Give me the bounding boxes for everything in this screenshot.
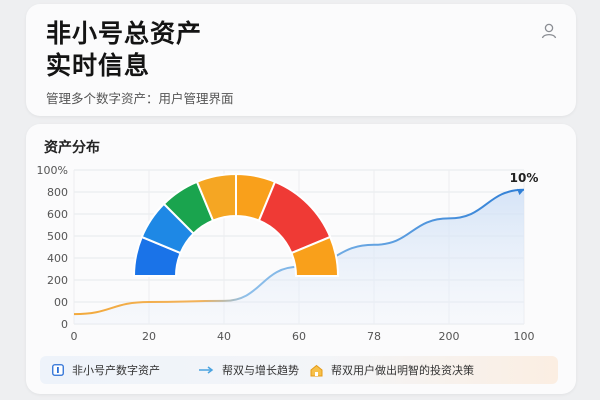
x-tick-label: 78 <box>367 330 381 343</box>
trend-area <box>74 189 524 324</box>
page-subtitle: 管理多个数字资产：用户管理界面 <box>46 91 234 106</box>
page-title: 非小号总资产 实时信息 <box>46 18 202 82</box>
x-tick-label: 60 <box>292 330 306 343</box>
trend-arrowhead <box>517 188 524 196</box>
arrow-right-icon <box>199 366 214 374</box>
x-tick-label: 200 <box>439 330 460 343</box>
legend-label-trend: 帮双与增长趋势 <box>222 364 299 377</box>
y-tick-label: 100% <box>37 164 68 177</box>
x-tick-label: 100 <box>514 330 535 343</box>
end-value-label: 10% <box>510 171 539 185</box>
y-tick-label: 600 <box>47 208 68 221</box>
y-tick-label: 800 <box>47 186 68 199</box>
asset-square-icon <box>52 364 64 376</box>
x-tick-label: 20 <box>142 330 156 343</box>
legend-item-decision: 帮双用户做出明智的投资决策 <box>310 356 474 384</box>
y-tick-label: 0 <box>61 318 68 331</box>
chart-card: 资产分布 0 00 200 400 500 600 800 100% 0 20 40 60 78 200 1… <box>26 124 576 394</box>
user-icon[interactable] <box>540 22 558 40</box>
header-card: 非小号总资产 实时信息 管理多个数字资产：用户管理界面 <box>26 4 576 116</box>
y-tick-label: 400 <box>47 252 68 265</box>
x-tick-label: 0 <box>71 330 78 343</box>
legend-item-trend: 帮双与增长趋势 <box>198 356 299 384</box>
gauge-segment-6 <box>290 235 340 277</box>
house-icon <box>310 364 323 376</box>
y-tick-label: 00 <box>54 296 68 309</box>
x-tick-label: 40 <box>217 330 231 343</box>
legend-item-assets: 非小号产数字资产 <box>52 356 160 384</box>
legend-label-decision: 帮双用户做出明智的投资决策 <box>331 364 474 377</box>
y-tick-label: 200 <box>47 274 68 287</box>
title-line-1: 非小号总资产 <box>46 19 203 48</box>
y-tick-label: 500 <box>47 230 68 243</box>
legend-label-assets: 非小号产数字资产 <box>72 364 160 377</box>
chart-legend: 非小号产数字资产 帮双与增长趋势 帮双用户做出明智的投资决策 <box>40 356 558 384</box>
chart-title: 资产分布 <box>44 140 100 156</box>
title-line-2: 实时信息 <box>46 51 151 80</box>
